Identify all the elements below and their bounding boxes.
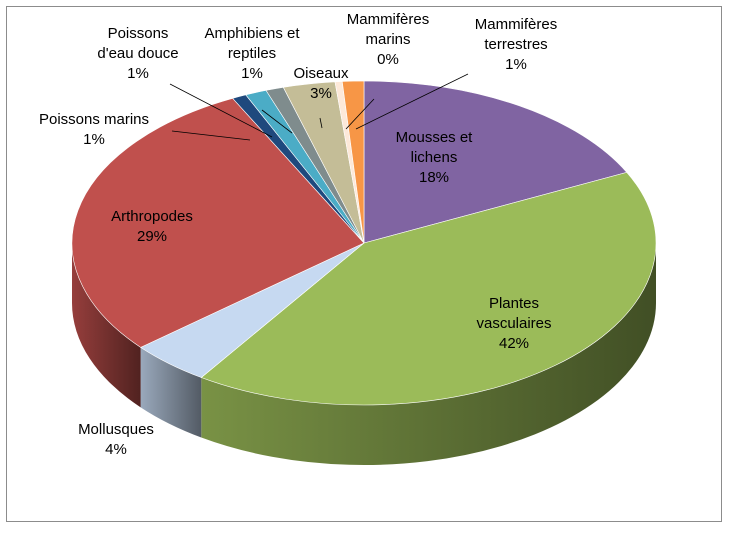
slice-value-label: 1%	[83, 131, 105, 148]
slice-name-label: vasculaires	[476, 315, 551, 332]
slice-label: Mollusques 4%	[78, 421, 154, 458]
slice-name-label: Mammifères	[475, 16, 558, 33]
slice-label: Plantes vasculaires 42%	[476, 295, 551, 352]
slice-value-label: 18%	[419, 169, 449, 186]
slice-value-label: 0%	[377, 51, 399, 68]
slice-name-label: Oiseaux	[293, 65, 349, 82]
slice-name-label: marins	[365, 31, 410, 48]
pie-slice	[71, 97, 365, 348]
slice-label: Poissons d'eau douce 1%	[97, 25, 178, 82]
slice-value-label: 1%	[241, 65, 263, 82]
pie-side-wall	[72, 243, 141, 408]
slice-name-label: Mammifères	[347, 11, 430, 28]
slice-label: Mousses et lichens 18%	[396, 129, 474, 186]
leader-line	[345, 98, 375, 130]
pie-slice	[363, 80, 628, 244]
slice-label: Oiseaux 3%	[293, 65, 349, 102]
slice-label: Arthropodes 29%	[111, 208, 193, 245]
slice-name-label: Amphibiens et	[204, 25, 300, 42]
slice-name-label: Arthropodes	[111, 208, 193, 225]
pie-side-wall	[140, 347, 202, 438]
slice-value-label: 3%	[310, 85, 332, 102]
slice-name-label: Mollusques	[78, 421, 154, 438]
slice-name-label: lichens	[411, 149, 458, 166]
leader-line	[319, 117, 323, 129]
slice-label: Amphibiens et reptiles 1%	[204, 25, 300, 82]
slice-name-label: terrestres	[484, 36, 547, 53]
slice-value-label: 29%	[137, 228, 167, 245]
leader-line	[355, 73, 469, 130]
slice-name-label: reptiles	[228, 45, 276, 62]
slice-name-label: Plantes	[489, 295, 539, 312]
pie-slice	[200, 172, 657, 406]
pie-side-wall	[201, 243, 656, 465]
slice-value-label: 42%	[499, 335, 529, 352]
slice-label: Poissons marins 1%	[39, 111, 149, 148]
leader-line	[261, 109, 293, 134]
slice-value-label: 1%	[505, 56, 527, 73]
pie-slice	[341, 80, 365, 244]
slice-name-label: d'eau douce	[97, 45, 178, 62]
slice-label: Mammifères terrestres 1%	[475, 16, 558, 73]
slice-name-label: Poissons	[108, 25, 169, 42]
slice-label: Mammifères marins 0%	[347, 11, 430, 68]
leader-line	[169, 83, 273, 138]
slice-value-label: 4%	[105, 441, 127, 458]
slice-name-label: Mousses et	[396, 129, 474, 146]
leader-line	[171, 130, 251, 141]
slice-name-label: Poissons marins	[39, 111, 149, 128]
slice-value-label: 1%	[127, 65, 149, 82]
